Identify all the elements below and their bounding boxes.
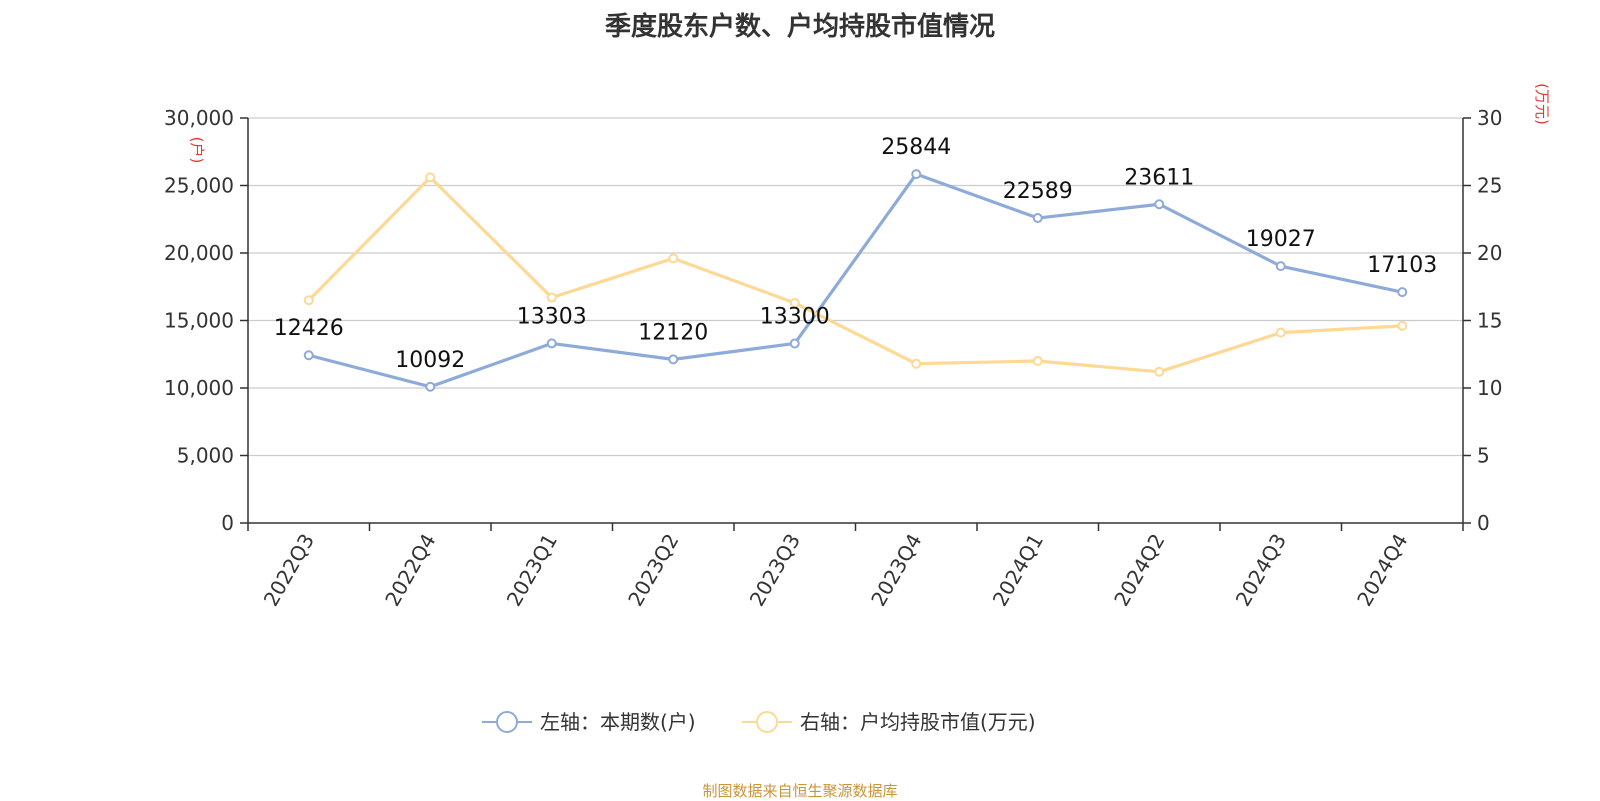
series-point: [1275, 327, 1286, 338]
data-label: 25844: [881, 135, 951, 160]
right-axis-tick-label: 30: [1477, 106, 1502, 130]
data-label: 10092: [395, 348, 465, 373]
series-lines: [303, 169, 1408, 392]
x-axis-tick-label: 2023Q3: [745, 530, 805, 611]
data-labels: 12426 10092 13303 12120 13300 25844 22589 23611…: [274, 135, 1438, 373]
series-point: [546, 292, 557, 303]
data-label: 12426: [274, 316, 344, 341]
x-axis-tick-label: 2023Q1: [502, 530, 562, 611]
data-label: 13303: [517, 304, 587, 329]
grid-lines: [248, 117, 1463, 457]
series-point: [425, 172, 436, 183]
series-point: [668, 253, 679, 264]
x-axis-tick-label: 2024Q4: [1352, 530, 1412, 611]
legend-marker-icon: [496, 711, 518, 733]
data-label: 22589: [1003, 179, 1073, 204]
right-axis-tick-label: 5: [1477, 444, 1490, 468]
data-label: 23611: [1124, 165, 1194, 190]
data-label: 12120: [638, 320, 708, 345]
series-point: [911, 169, 922, 180]
left-axis-tick-label: 20,000: [164, 241, 234, 265]
series-point: [1032, 213, 1043, 224]
x-axis-tick-label: 2023Q4: [866, 530, 926, 611]
x-axis-tick-label: 2024Q1: [988, 530, 1048, 611]
series-point: [1275, 261, 1286, 272]
series-point: [1397, 320, 1408, 331]
x-axis-tick-label: 2022Q3: [259, 530, 319, 611]
source-note: 制图数据来自恒生聚源数据库: [702, 782, 898, 800]
legend: 左轴：本期数(户) 右轴：户均持股市值(万元): [482, 710, 1036, 734]
left-axis-tick-label: 25,000: [164, 174, 234, 198]
left-axis-tick-label: 30,000: [164, 106, 234, 130]
series-point: [789, 338, 800, 349]
series-point: [668, 354, 679, 365]
x-axis-tick-label: 2024Q3: [1231, 530, 1291, 611]
right-axis-tick-label: 0: [1477, 511, 1490, 535]
series-line: [307, 175, 1404, 374]
series-point: [303, 295, 314, 306]
series-point: [1154, 199, 1165, 210]
right-axis-unit: (万元): [1533, 83, 1551, 125]
right-axis-tick-label: 10: [1477, 376, 1502, 400]
data-label: 13300: [760, 304, 830, 329]
series-line: [307, 172, 1404, 389]
series-point: [1397, 287, 1408, 298]
right-axis-tick-label: 25: [1477, 174, 1502, 198]
x-axis-tick-label: 2023Q2: [623, 530, 683, 611]
left-axis-tick-label: 0: [221, 511, 234, 535]
legend-marker-icon: [756, 711, 778, 733]
left-axis-tick-label: 15,000: [164, 309, 234, 333]
legend-label: 左轴：本期数(户): [540, 710, 696, 734]
chart-title: 季度股东户数、户均持股市值情况: [604, 12, 995, 42]
series-point: [1032, 356, 1043, 366]
x-axis-tick-label: 2022Q4: [380, 530, 440, 611]
series-point: [1154, 366, 1165, 377]
x-axis-tick-label: 2024Q2: [1109, 530, 1169, 611]
series-point: [425, 381, 436, 392]
right-axis-tick-label: 20: [1477, 241, 1502, 265]
data-label: 17103: [1367, 253, 1437, 278]
axes: 0 5,000 10,000 15,000 20,000 25,000 30,000 0 5 10…: [164, 83, 1551, 610]
left-axis-tick-label: 5,000: [177, 444, 234, 468]
data-label: 19027: [1246, 227, 1316, 252]
legend-label: 右轴：户均持股市值(万元): [800, 710, 1036, 734]
series-point: [303, 350, 314, 361]
series-point: [789, 297, 800, 308]
series-point: [546, 338, 557, 349]
left-axis-tick-label: 10,000: [164, 376, 234, 400]
right-axis-tick-label: 15: [1477, 309, 1502, 333]
series-point: [911, 358, 922, 369]
left-axis-unit: (户): [188, 137, 206, 164]
